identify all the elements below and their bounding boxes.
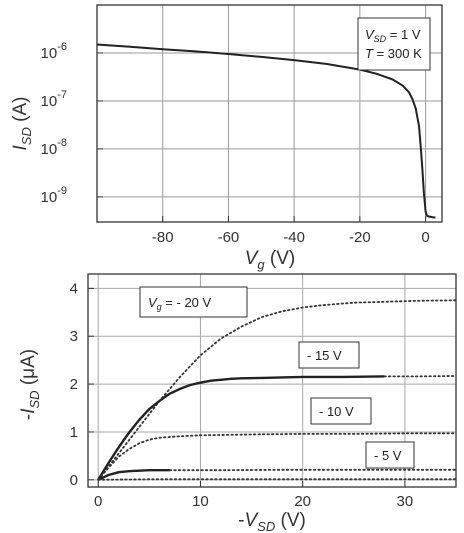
bottom-series-solid-curve — [97, 375, 385, 481]
label-symbol: V — [148, 295, 158, 310]
bottom-series-label: Vg = - 20 V — [148, 295, 212, 312]
bottom-y-tick-label: 1 — [70, 424, 78, 441]
bottom-series-label: - 15 V — [307, 348, 342, 363]
top-x-axis-label: Vg (V) — [245, 248, 296, 272]
top-y-tick-exponent: -7 — [57, 89, 67, 101]
bottom-plot-frame — [87, 273, 457, 488]
axis-unit: (μA) — [18, 349, 39, 391]
top-plot-frame — [96, 4, 443, 223]
bottom-y-tick-label: 3 — [70, 328, 78, 345]
top-y-tick-label: 10-8 — [41, 137, 67, 158]
bottom-series-label: - 5 V — [374, 448, 402, 463]
axis-prefix: - — [18, 414, 39, 420]
axis-subscript: SD — [27, 390, 42, 408]
top-y-tick-base: 10 — [41, 141, 58, 158]
top-x-tick-label: -20 — [349, 229, 371, 246]
top-y-tick-base: 10 — [41, 189, 58, 206]
top-x-tick-label: -60 — [218, 229, 240, 246]
bottom-x-tick-label: 20 — [294, 493, 311, 510]
bottom-x-tick-label: 10 — [192, 493, 209, 510]
anno-value: = 1 V — [386, 27, 421, 42]
top-annotation-box — [357, 17, 431, 71]
top-y-tick-base: 10 — [41, 93, 58, 110]
anno-symbol: T — [365, 46, 374, 61]
bottom-y-tick-label: 0 — [70, 472, 78, 489]
bottom-x-tick-label: 0 — [94, 493, 102, 510]
label-subscript: g — [157, 302, 162, 312]
anno-value: = 300 K — [373, 46, 422, 61]
anno-symbol: V — [365, 27, 375, 42]
bottom-series-dotted-curve — [97, 299, 457, 481]
top-annotation-vsd: VSD = 1 V — [365, 27, 421, 44]
label-value: - 5 V — [374, 448, 402, 463]
top-x-tick-label: -40 — [283, 229, 305, 246]
bottom-x-tick-label: 30 — [397, 493, 414, 510]
bottom-series-dotted-curve — [97, 432, 457, 481]
axis-symbol: I — [18, 408, 39, 414]
top-x-tick-label: 0 — [421, 229, 429, 246]
axis-symbol: V — [245, 248, 260, 269]
top-y-tick-label: 10-7 — [41, 89, 67, 110]
bottom-x-axis-label: -VSD (V) — [238, 510, 306, 533]
bottom-series-solid-curve — [97, 469, 170, 481]
anno-subscript: SD — [374, 34, 387, 44]
axis-subscript: g — [257, 257, 265, 272]
label-value: - 10 V — [319, 404, 354, 419]
top-y-axis-label: ISD (A) — [10, 97, 34, 151]
bottom-series-label-box — [365, 441, 415, 469]
top-y-tick-label: 10-6 — [41, 41, 67, 62]
top-series-isd-curve — [96, 43, 436, 219]
top-y-tick-exponent: -8 — [57, 137, 67, 149]
axis-unit: (V) — [275, 510, 306, 531]
bottom-y-tick-label: 4 — [70, 280, 78, 297]
axis-subscript: SD — [257, 519, 275, 533]
bottom-series-label: - 10 V — [319, 404, 354, 419]
bottom-series-label-box — [298, 341, 360, 369]
axis-symbol: I — [10, 144, 31, 150]
top-annotation-temperature: T = 300 K — [365, 46, 422, 61]
axis-unit: (A) — [10, 97, 31, 128]
axis-subscript: SD — [19, 127, 34, 145]
top-y-tick-exponent: -6 — [57, 41, 67, 53]
axis-unit: (V) — [265, 248, 296, 269]
bottom-y-tick-label: 2 — [70, 376, 78, 393]
label-value: - 15 V — [307, 348, 342, 363]
bottom-series-label-box — [139, 286, 248, 318]
label-value: = - 20 V — [162, 295, 212, 310]
bottom-series-label-box — [310, 397, 372, 425]
bottom-chart-isd-vs-vsd: 0 10 20 30 0 1 2 3 4 Vg = - 20 V - 15 V - 10 V - 5 V… — [18, 273, 457, 533]
bottom-series-dotted-curve — [97, 478, 457, 481]
top-x-tick-label: -80 — [152, 229, 174, 246]
axis-symbol: V — [244, 510, 259, 531]
top-y-tick-base: 10 — [41, 45, 58, 62]
axis-prefix: - — [238, 510, 244, 531]
top-y-tick-exponent: -9 — [57, 185, 67, 197]
top-y-tick-label: 10-9 — [41, 185, 67, 206]
bottom-y-axis-label: -ISD (μA) — [18, 349, 42, 420]
